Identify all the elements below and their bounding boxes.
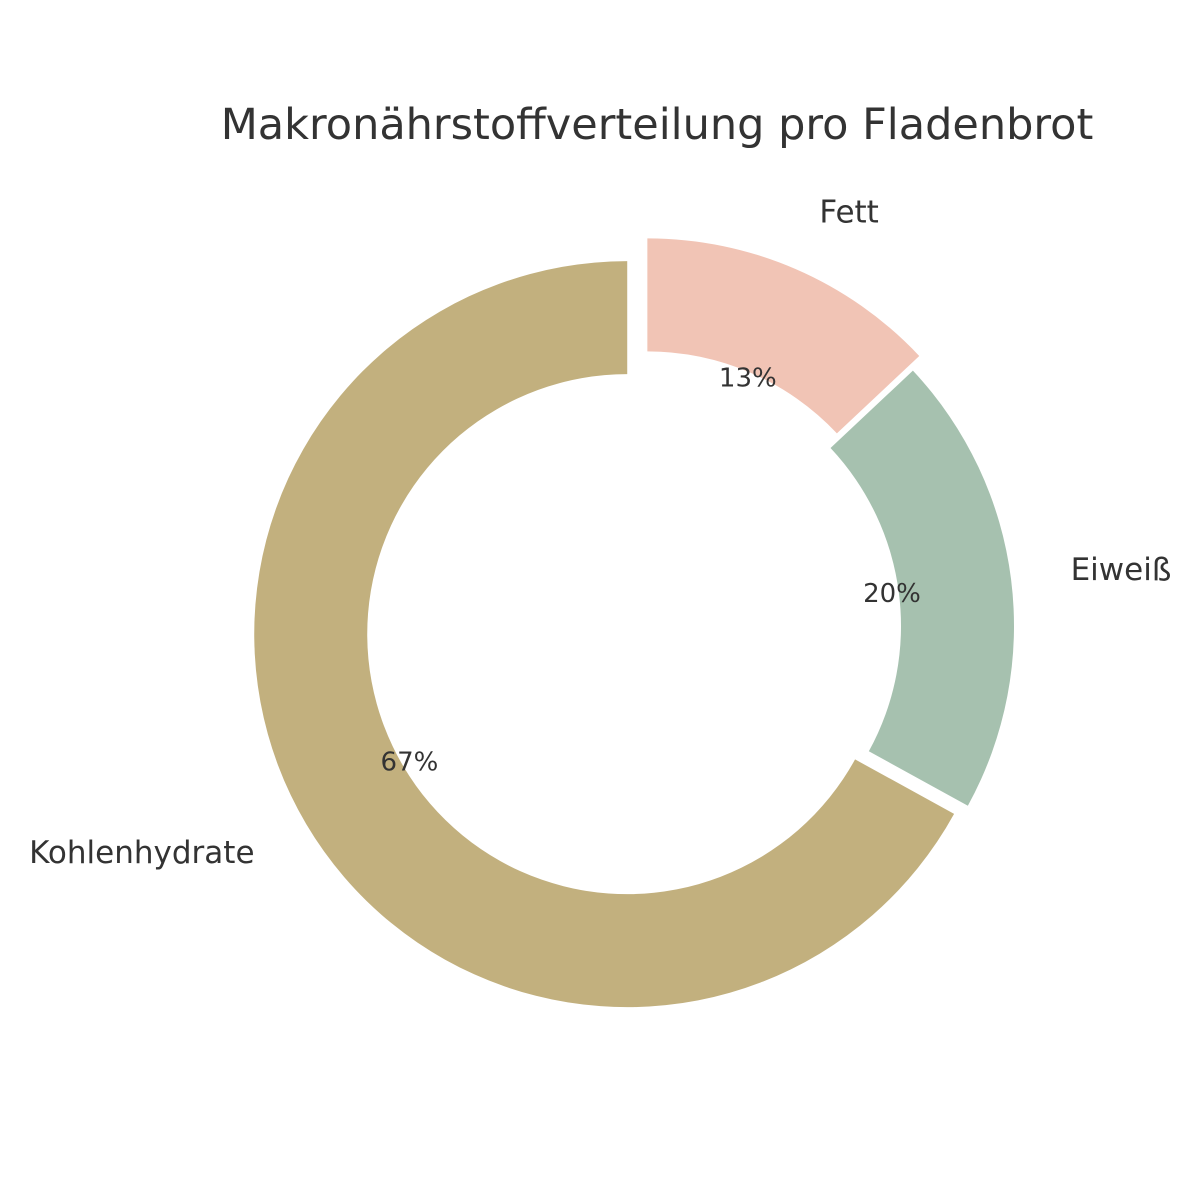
slice-label-fett: Fett xyxy=(819,194,879,230)
slice-kohlenhydrate xyxy=(254,261,955,1008)
value-label-eiweiß: 20% xyxy=(863,579,921,609)
value-label-fett: 13% xyxy=(719,364,777,394)
slice-eiweiß xyxy=(830,370,1014,806)
chart-title: Makronährstoffverteilung pro Fladenbrot xyxy=(220,100,1094,150)
slice-label-eiweiß: Eiweiß xyxy=(1071,552,1172,588)
slice-label-kohlenhydrate: Kohlenhydrate xyxy=(29,835,254,871)
value-label-kohlenhydrate: 67% xyxy=(381,747,439,777)
slice-fett xyxy=(647,238,920,434)
